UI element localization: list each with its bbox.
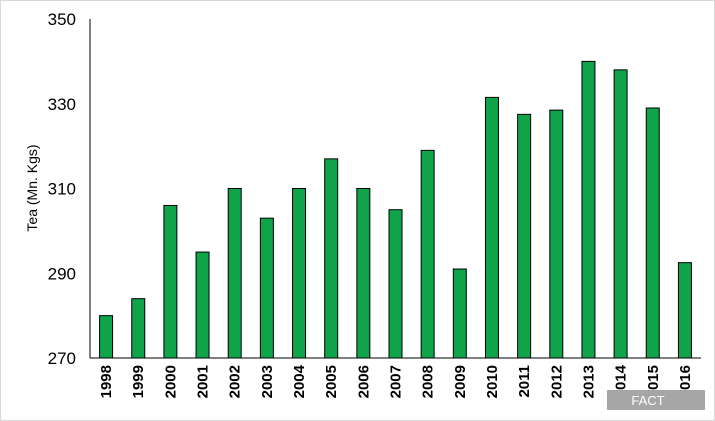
bar-1998 xyxy=(99,315,114,359)
bar-2003 xyxy=(259,217,274,359)
bar-2005 xyxy=(324,158,339,359)
x-tick-label: 2008 xyxy=(420,365,437,398)
bar-2001 xyxy=(195,251,210,359)
x-tick-label: 2014 xyxy=(613,364,630,398)
bar-2002 xyxy=(227,188,242,359)
bar-2000 xyxy=(163,204,178,359)
x-tick-label: 2004 xyxy=(291,364,308,398)
bars-group xyxy=(99,60,692,359)
watermark-box xyxy=(607,390,705,410)
bar-2010 xyxy=(484,96,499,359)
x-ticks-group: 1998 1999 2000 2001 2002 2003 2004 2005 2006 2007… xyxy=(98,364,694,398)
y-axis-label: Tea (Mn. Kgs) xyxy=(24,144,40,231)
bar-2013 xyxy=(581,60,596,359)
x-tick-label: 2010 xyxy=(484,365,501,398)
bar-2016 xyxy=(677,262,692,359)
bar-2007 xyxy=(388,209,403,359)
x-tick-label: 2003 xyxy=(259,365,276,398)
y-tick-label: 330 xyxy=(48,95,76,114)
bar-2008 xyxy=(420,149,435,359)
x-tick-label: 2006 xyxy=(355,365,372,398)
x-tick-label: 2001 xyxy=(195,365,212,398)
x-tick-label: 1998 xyxy=(98,365,115,398)
y-tick-label: 270 xyxy=(48,349,76,368)
bar-2006 xyxy=(356,188,371,359)
bar-2009 xyxy=(452,268,467,359)
x-tick-label: 2005 xyxy=(323,365,340,398)
y-ticks-group: 270 290 310 330 350 xyxy=(48,10,76,368)
x-tick-label: 2000 xyxy=(162,365,179,398)
bar-2011 xyxy=(517,113,532,359)
bar-2015 xyxy=(645,107,660,359)
y-tick-label: 350 xyxy=(48,10,76,29)
x-tick-label: 2009 xyxy=(452,365,469,398)
x-tick-label: 2002 xyxy=(227,365,244,398)
x-tick-label: 2007 xyxy=(388,365,405,398)
bar-2012 xyxy=(549,109,564,359)
bar-2014 xyxy=(613,69,628,359)
x-tick-label: 2013 xyxy=(580,365,597,398)
bar-2004 xyxy=(292,188,307,359)
y-tick-label: 310 xyxy=(48,180,76,199)
x-tick-label: 1999 xyxy=(130,365,147,398)
y-tick-label: 290 xyxy=(48,264,76,283)
watermark-text: FACT xyxy=(631,393,664,408)
x-tick-label: 2011 xyxy=(516,365,533,398)
x-tick-label: 2012 xyxy=(548,365,565,398)
bar-1999 xyxy=(131,298,146,359)
